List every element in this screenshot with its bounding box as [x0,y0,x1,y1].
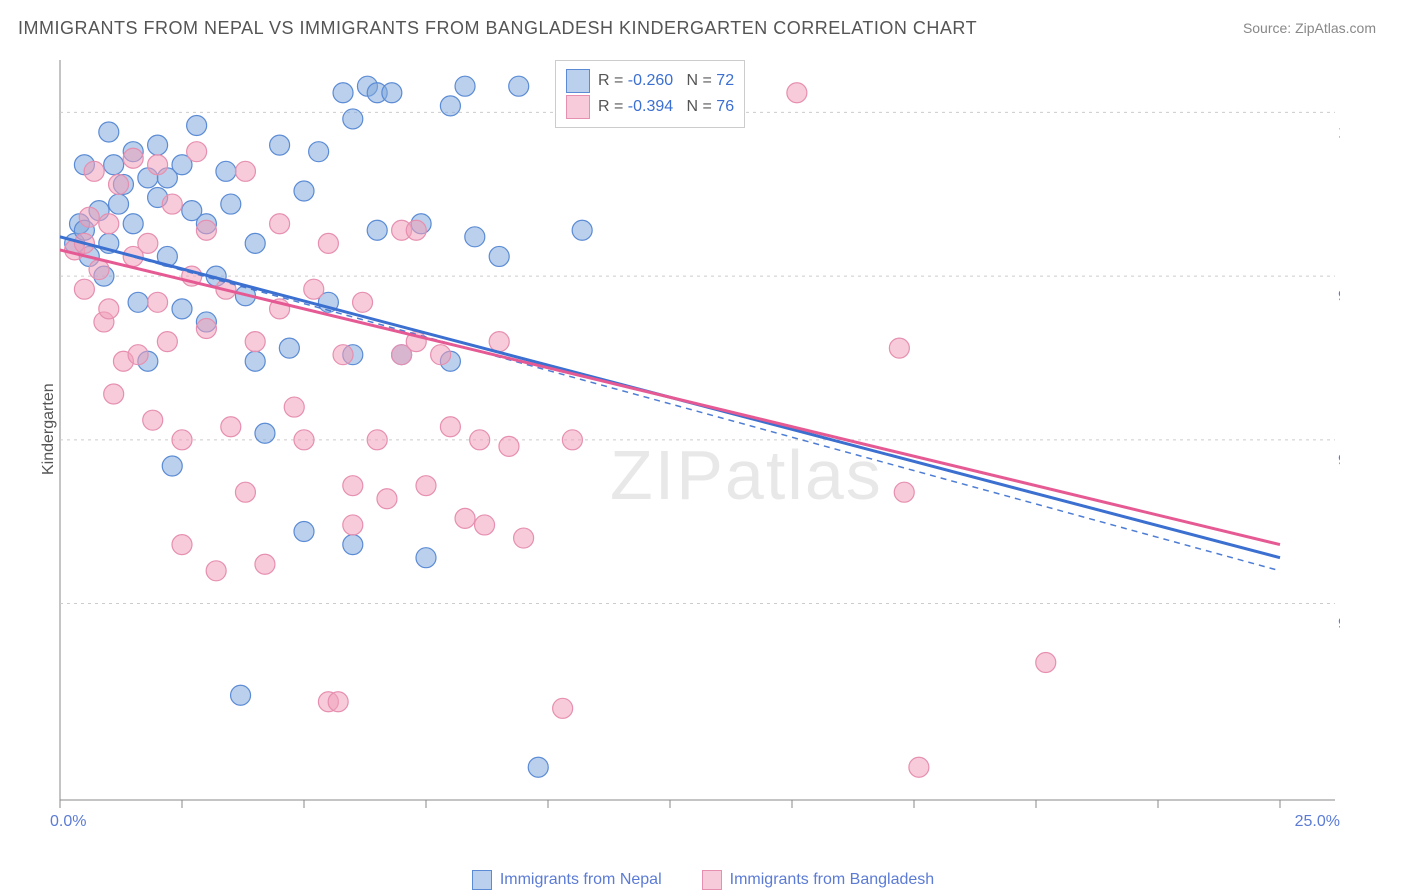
x-axis-min-label: 0.0% [50,813,86,831]
legend-stat-text: R = -0.260 N = 72 [598,72,734,90]
svg-text:100.0%: 100.0% [1338,124,1340,141]
series-legend-label: Immigrants from Bangladesh [730,871,935,889]
svg-text:97.5%: 97.5% [1338,288,1340,305]
chart-svg: 92.5% 95.0% 97.5% 100.0% [50,55,1340,825]
source-label: Source: ZipAtlas.com [1243,20,1376,36]
chart-area: Kindergarten 92.5%95.0%97.5%100.0% ZIPat… [50,55,1340,825]
chart-title: IMMIGRANTS FROM NEPAL VS IMMIGRANTS FROM… [18,18,977,39]
svg-text:92.5%: 92.5% [1338,616,1340,633]
legend-row: R = -0.394 N = 76 [566,95,734,119]
correlation-legend: R = -0.260 N = 72 R = -0.394 N = 76 [555,60,745,128]
svg-text:95.0%: 95.0% [1338,452,1340,469]
legend-swatch-icon [566,95,590,119]
legend-row: R = -0.260 N = 72 [566,69,734,93]
series-legend-item: Immigrants from Bangladesh [702,870,935,890]
legend-swatch-icon [566,69,590,93]
series-legend: Immigrants from Nepal Immigrants from Ban… [0,870,1406,890]
legend-swatch-icon [702,870,722,890]
x-axis-max-label: 25.0% [1295,813,1340,831]
series-legend-label: Immigrants from Nepal [500,871,662,889]
y-axis-label: Kindergarten [40,383,58,475]
series-legend-item: Immigrants from Nepal [472,870,662,890]
legend-stat-text: R = -0.394 N = 76 [598,98,734,116]
legend-swatch-icon [472,870,492,890]
